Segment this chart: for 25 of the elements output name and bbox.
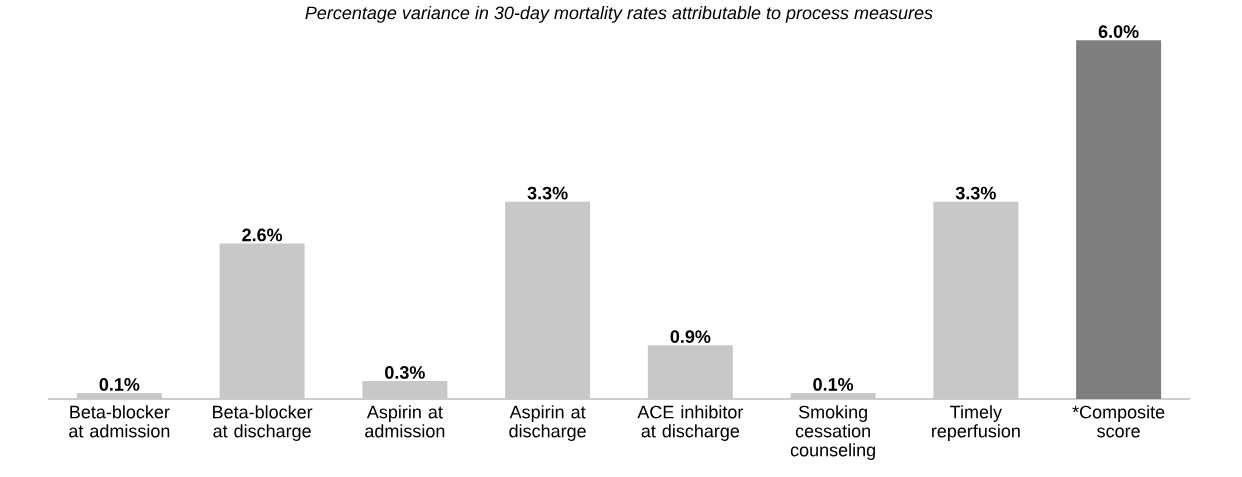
bar xyxy=(647,345,733,399)
x-tick-label: *Composite score xyxy=(1072,405,1165,438)
x-tick-label: Aspirin at discharge xyxy=(509,405,586,441)
data-label: 2.6% xyxy=(242,228,283,242)
bar xyxy=(505,201,591,399)
data-label: 0.9% xyxy=(670,330,711,343)
data-label: 3.3% xyxy=(955,186,996,200)
bar xyxy=(362,381,448,399)
bar xyxy=(790,393,876,399)
x-tick-label: Aspirin at admission xyxy=(365,405,445,438)
x-tick-label: Timely reperfusion xyxy=(932,405,1020,441)
data-label: 3.3% xyxy=(527,186,568,200)
chart-title: Percentage variance in 30-day mortality rates attributable to process measures xyxy=(305,6,933,23)
data-label: 0.3% xyxy=(385,366,425,379)
x-tick-label: Beta-blocker at admission xyxy=(69,405,170,438)
bar xyxy=(219,243,305,399)
x-tick-label: Beta-blocker at discharge xyxy=(213,405,313,441)
x-tick-label: ACE inhibitor at discharge xyxy=(637,405,744,441)
bar xyxy=(76,393,162,399)
bar xyxy=(933,201,1019,399)
bar xyxy=(1076,40,1162,399)
data-label: 0.1% xyxy=(99,378,140,391)
x-tick-label: Smoking cessation counseling xyxy=(790,405,875,460)
data-label: 0.1% xyxy=(813,378,854,391)
data-label: 6.0% xyxy=(1098,25,1139,38)
